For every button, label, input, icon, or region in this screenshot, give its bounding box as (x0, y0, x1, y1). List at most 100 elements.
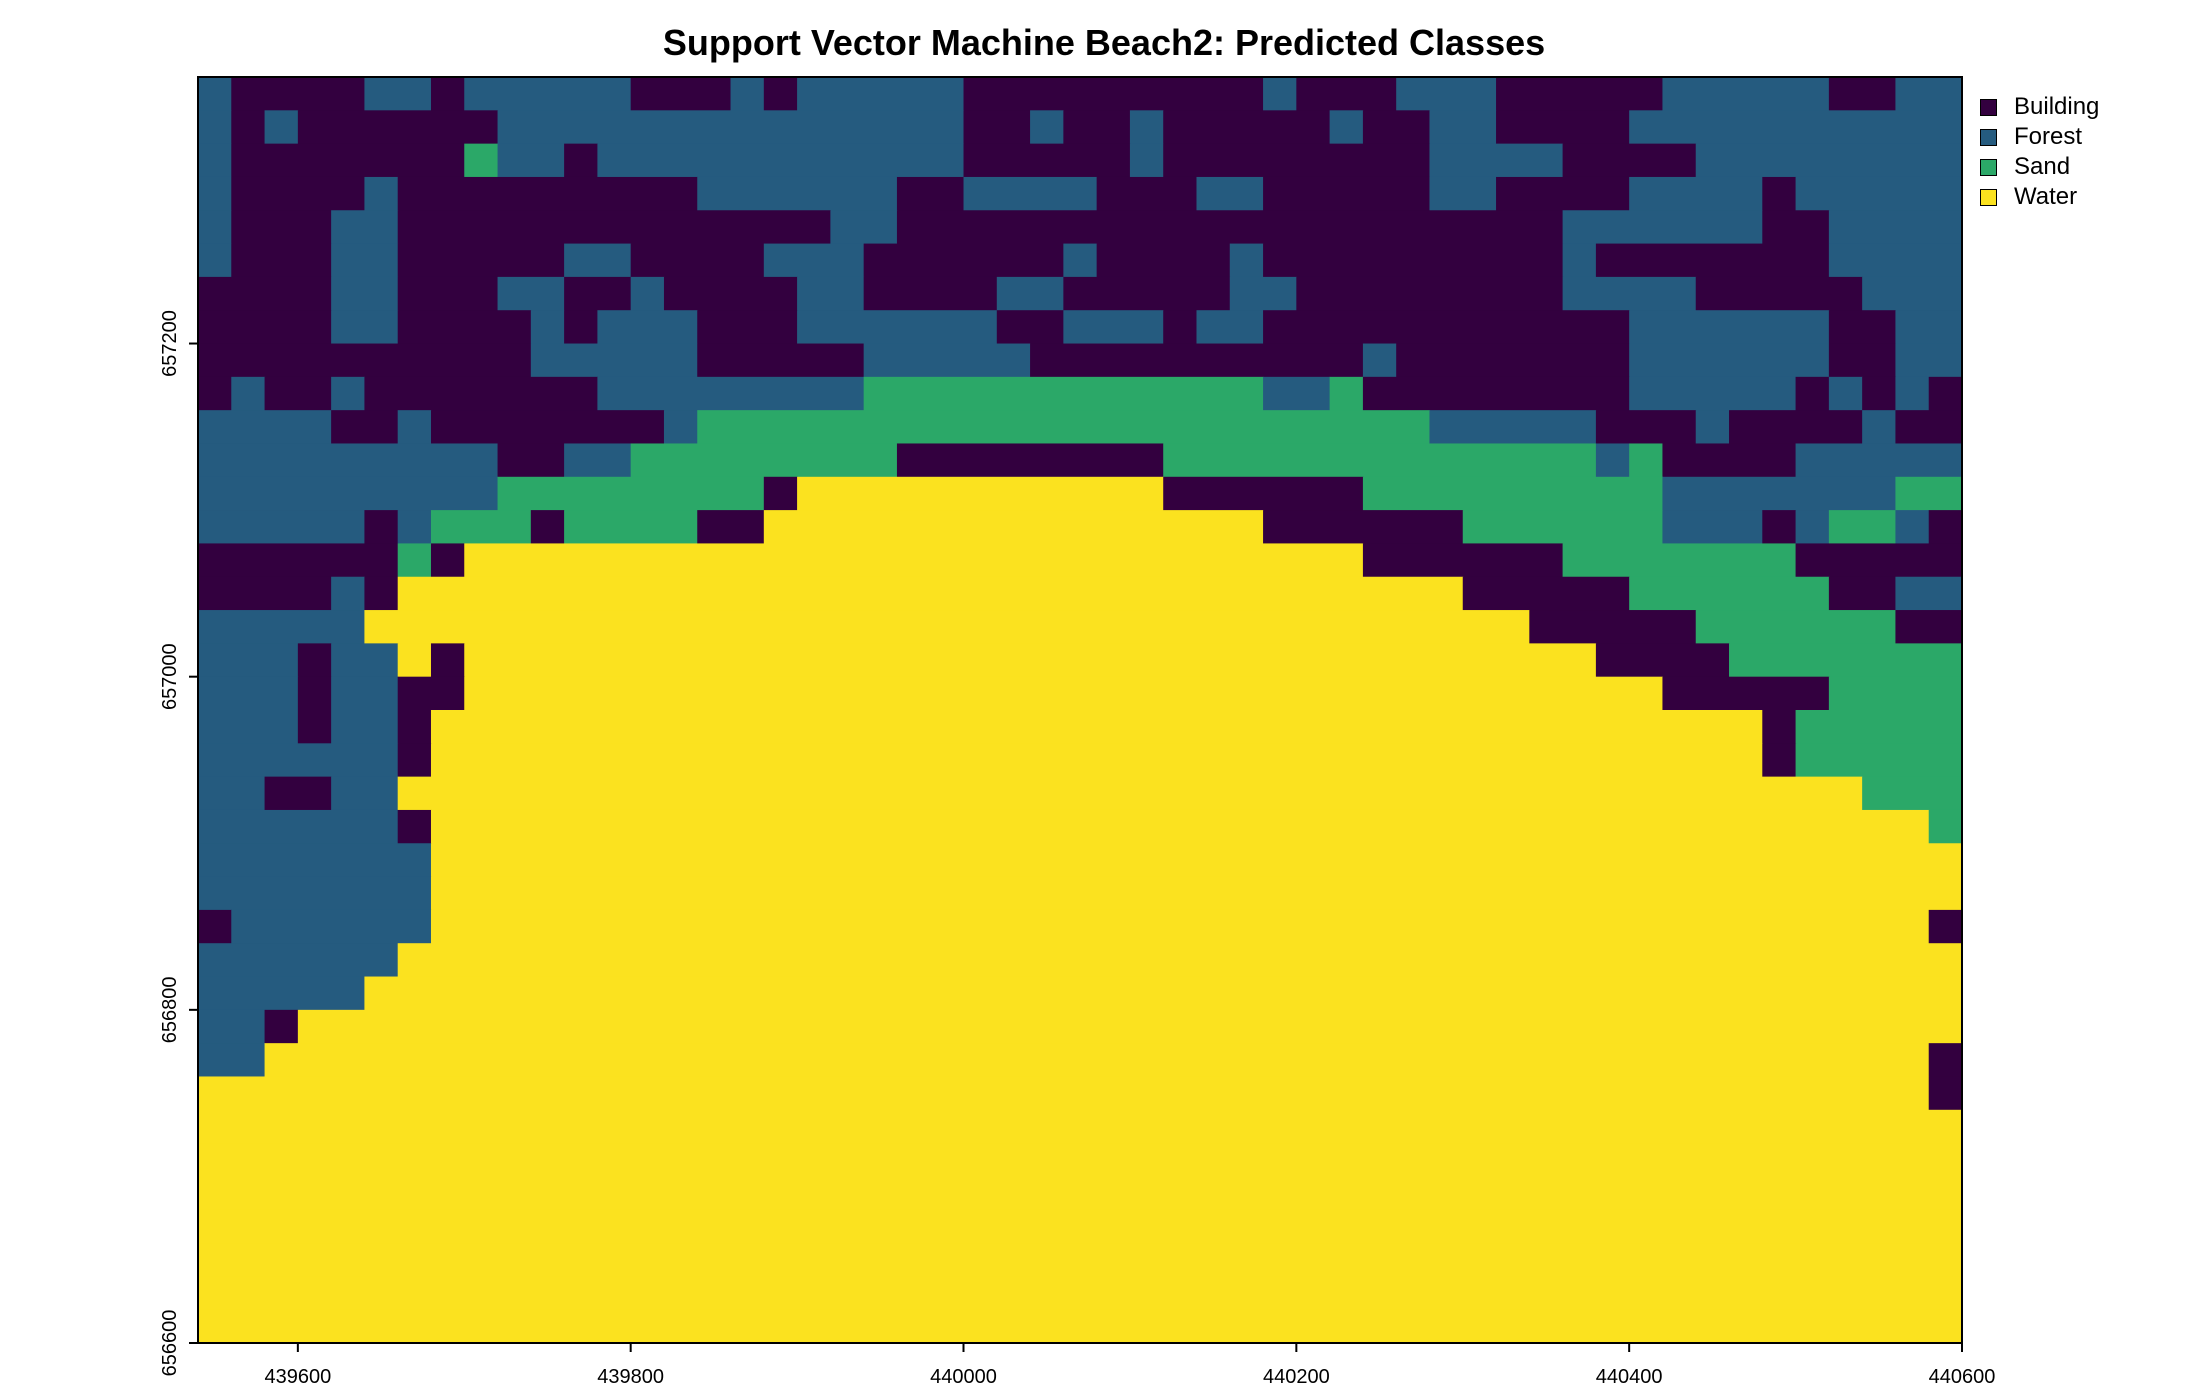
legend-swatch-building (1980, 98, 1997, 116)
legend-item-water: Water (1980, 182, 2099, 212)
cell-forest (1562, 210, 1763, 245)
cell-building (1795, 543, 1963, 578)
cell-forest (1795, 510, 1830, 545)
cell-building (963, 77, 1264, 111)
x-tick-label: 440200 (1263, 1366, 1330, 1388)
cell-forest (1429, 176, 1497, 211)
cell-forest (996, 276, 1064, 311)
cell-forest (397, 410, 432, 445)
legend-label-forest: Forest (2014, 123, 2083, 150)
cell-building (297, 110, 499, 145)
cell-building (1928, 510, 1963, 545)
cell-water (297, 1009, 1963, 1044)
cell-building (397, 210, 831, 245)
cell-water (397, 776, 1863, 811)
cell-building (1828, 77, 1897, 111)
cell-forest (198, 743, 399, 778)
cell-forest (1695, 143, 1963, 178)
cell-forest (198, 1043, 266, 1078)
cell-sand (564, 510, 698, 545)
cell-building (1396, 343, 1630, 378)
cell-building (564, 143, 598, 178)
cell-forest (1229, 276, 1297, 311)
plot-frame (197, 76, 1963, 1344)
cell-building (397, 809, 432, 844)
cell-forest (1795, 443, 1963, 478)
cell-building (1362, 110, 1431, 145)
cell-forest (1695, 410, 1730, 445)
cell-forest (663, 410, 698, 445)
cell-forest (497, 143, 565, 178)
cell-forest (1396, 77, 1497, 111)
cell-forest (1263, 77, 1297, 111)
cell-sand (1163, 443, 1597, 478)
cell-forest (1662, 77, 1830, 111)
cell-forest (1562, 276, 1697, 311)
cell-building (297, 643, 332, 678)
cell-building (1263, 176, 1431, 211)
cell-forest (331, 676, 399, 711)
cell-forest (497, 276, 565, 311)
cell-forest (797, 276, 865, 311)
cell-sand (630, 443, 898, 478)
cell-forest (564, 443, 632, 478)
cell-forest (1629, 343, 1830, 378)
cell-forest (397, 510, 432, 545)
cell-building (1928, 1043, 1963, 1078)
legend-label-sand: Sand (2014, 153, 2071, 180)
cell-water (364, 976, 1963, 1011)
x-tick-label: 440600 (1929, 1366, 1996, 1388)
cell-water (364, 610, 1530, 644)
cell-building (198, 909, 232, 944)
cell-building (364, 510, 399, 545)
cell-forest (198, 510, 366, 545)
cell-sand (1729, 643, 1963, 678)
cell-forest (198, 809, 399, 844)
cell-forest (1063, 310, 1164, 345)
cell-building (1928, 376, 1963, 411)
cell-forest (198, 476, 499, 511)
cell-building (497, 443, 565, 478)
cell-forest (1429, 110, 1497, 145)
cell-forest (1895, 77, 1963, 111)
cell-building (1895, 610, 1963, 644)
cell-sand (1828, 676, 1963, 711)
cell-building (1496, 110, 1630, 145)
cell-forest (264, 110, 299, 145)
cell-building (1795, 376, 1830, 411)
cell-forest (1862, 410, 1897, 445)
cell-forest (231, 376, 266, 411)
cell-water (198, 1276, 1963, 1311)
cell-forest (1895, 343, 1963, 378)
cell-building (763, 476, 798, 511)
cell-sand (1928, 809, 1963, 844)
cell-building (231, 110, 266, 145)
cell-forest (797, 77, 965, 111)
cell-building (1163, 310, 1198, 345)
cell-building (1296, 276, 1564, 311)
legend-label-building: Building (2014, 93, 2100, 120)
cell-building (1928, 1076, 1963, 1111)
cell-forest (530, 343, 698, 378)
y-axis: 656600 656800 657000 657200 (159, 310, 198, 1376)
x-axis: 439600 439800 440000 440200 440400 440600 (264, 1343, 1995, 1388)
cell-forest (564, 243, 632, 278)
cell-building (1828, 310, 1897, 345)
cell-building (231, 210, 332, 245)
cell-forest (1629, 110, 1963, 145)
x-tick-label: 440000 (930, 1366, 997, 1388)
cell-building (198, 276, 332, 311)
cell-building (231, 143, 465, 178)
cell-forest (198, 77, 232, 111)
cell-forest (1895, 576, 1963, 611)
cell-forest (331, 243, 399, 278)
cell-building (198, 343, 532, 378)
cell-building (1895, 410, 1963, 445)
y-tick-label: 657200 (159, 310, 181, 377)
cell-forest (1229, 243, 1264, 278)
cell-building (1762, 710, 1797, 744)
cell-building (564, 276, 632, 311)
cell-building (198, 310, 332, 345)
cell-building (198, 543, 399, 578)
cell-forest (331, 776, 399, 811)
